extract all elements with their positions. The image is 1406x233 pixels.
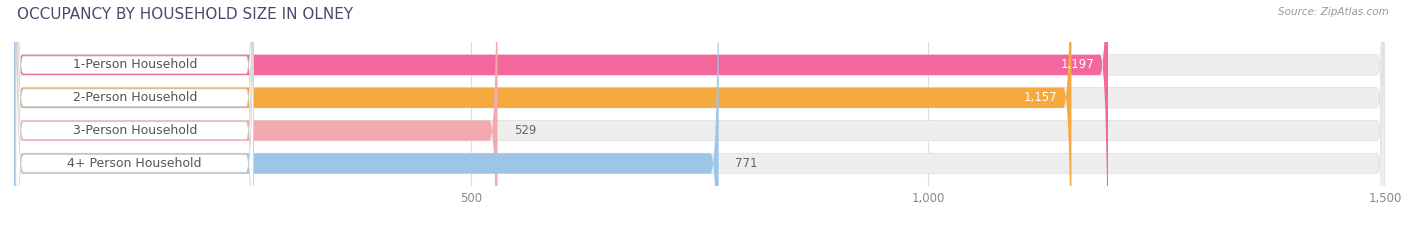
FancyBboxPatch shape [14, 0, 718, 233]
Text: 3-Person Household: 3-Person Household [73, 124, 197, 137]
Text: 529: 529 [515, 124, 536, 137]
Text: 771: 771 [735, 157, 758, 170]
FancyBboxPatch shape [14, 0, 1385, 233]
Text: Source: ZipAtlas.com: Source: ZipAtlas.com [1278, 7, 1389, 17]
Text: 1-Person Household: 1-Person Household [73, 58, 197, 72]
FancyBboxPatch shape [15, 0, 253, 233]
FancyBboxPatch shape [14, 0, 1385, 233]
Text: 2-Person Household: 2-Person Household [73, 91, 197, 104]
Text: OCCUPANCY BY HOUSEHOLD SIZE IN OLNEY: OCCUPANCY BY HOUSEHOLD SIZE IN OLNEY [17, 7, 353, 22]
Text: 4+ Person Household: 4+ Person Household [67, 157, 202, 170]
FancyBboxPatch shape [15, 0, 253, 233]
FancyBboxPatch shape [14, 0, 1385, 233]
Text: 1,157: 1,157 [1024, 91, 1057, 104]
FancyBboxPatch shape [14, 0, 1108, 233]
FancyBboxPatch shape [14, 0, 498, 233]
FancyBboxPatch shape [14, 0, 1385, 233]
FancyBboxPatch shape [14, 0, 1071, 233]
FancyBboxPatch shape [15, 0, 253, 233]
FancyBboxPatch shape [15, 0, 253, 233]
Text: 1,197: 1,197 [1060, 58, 1094, 72]
